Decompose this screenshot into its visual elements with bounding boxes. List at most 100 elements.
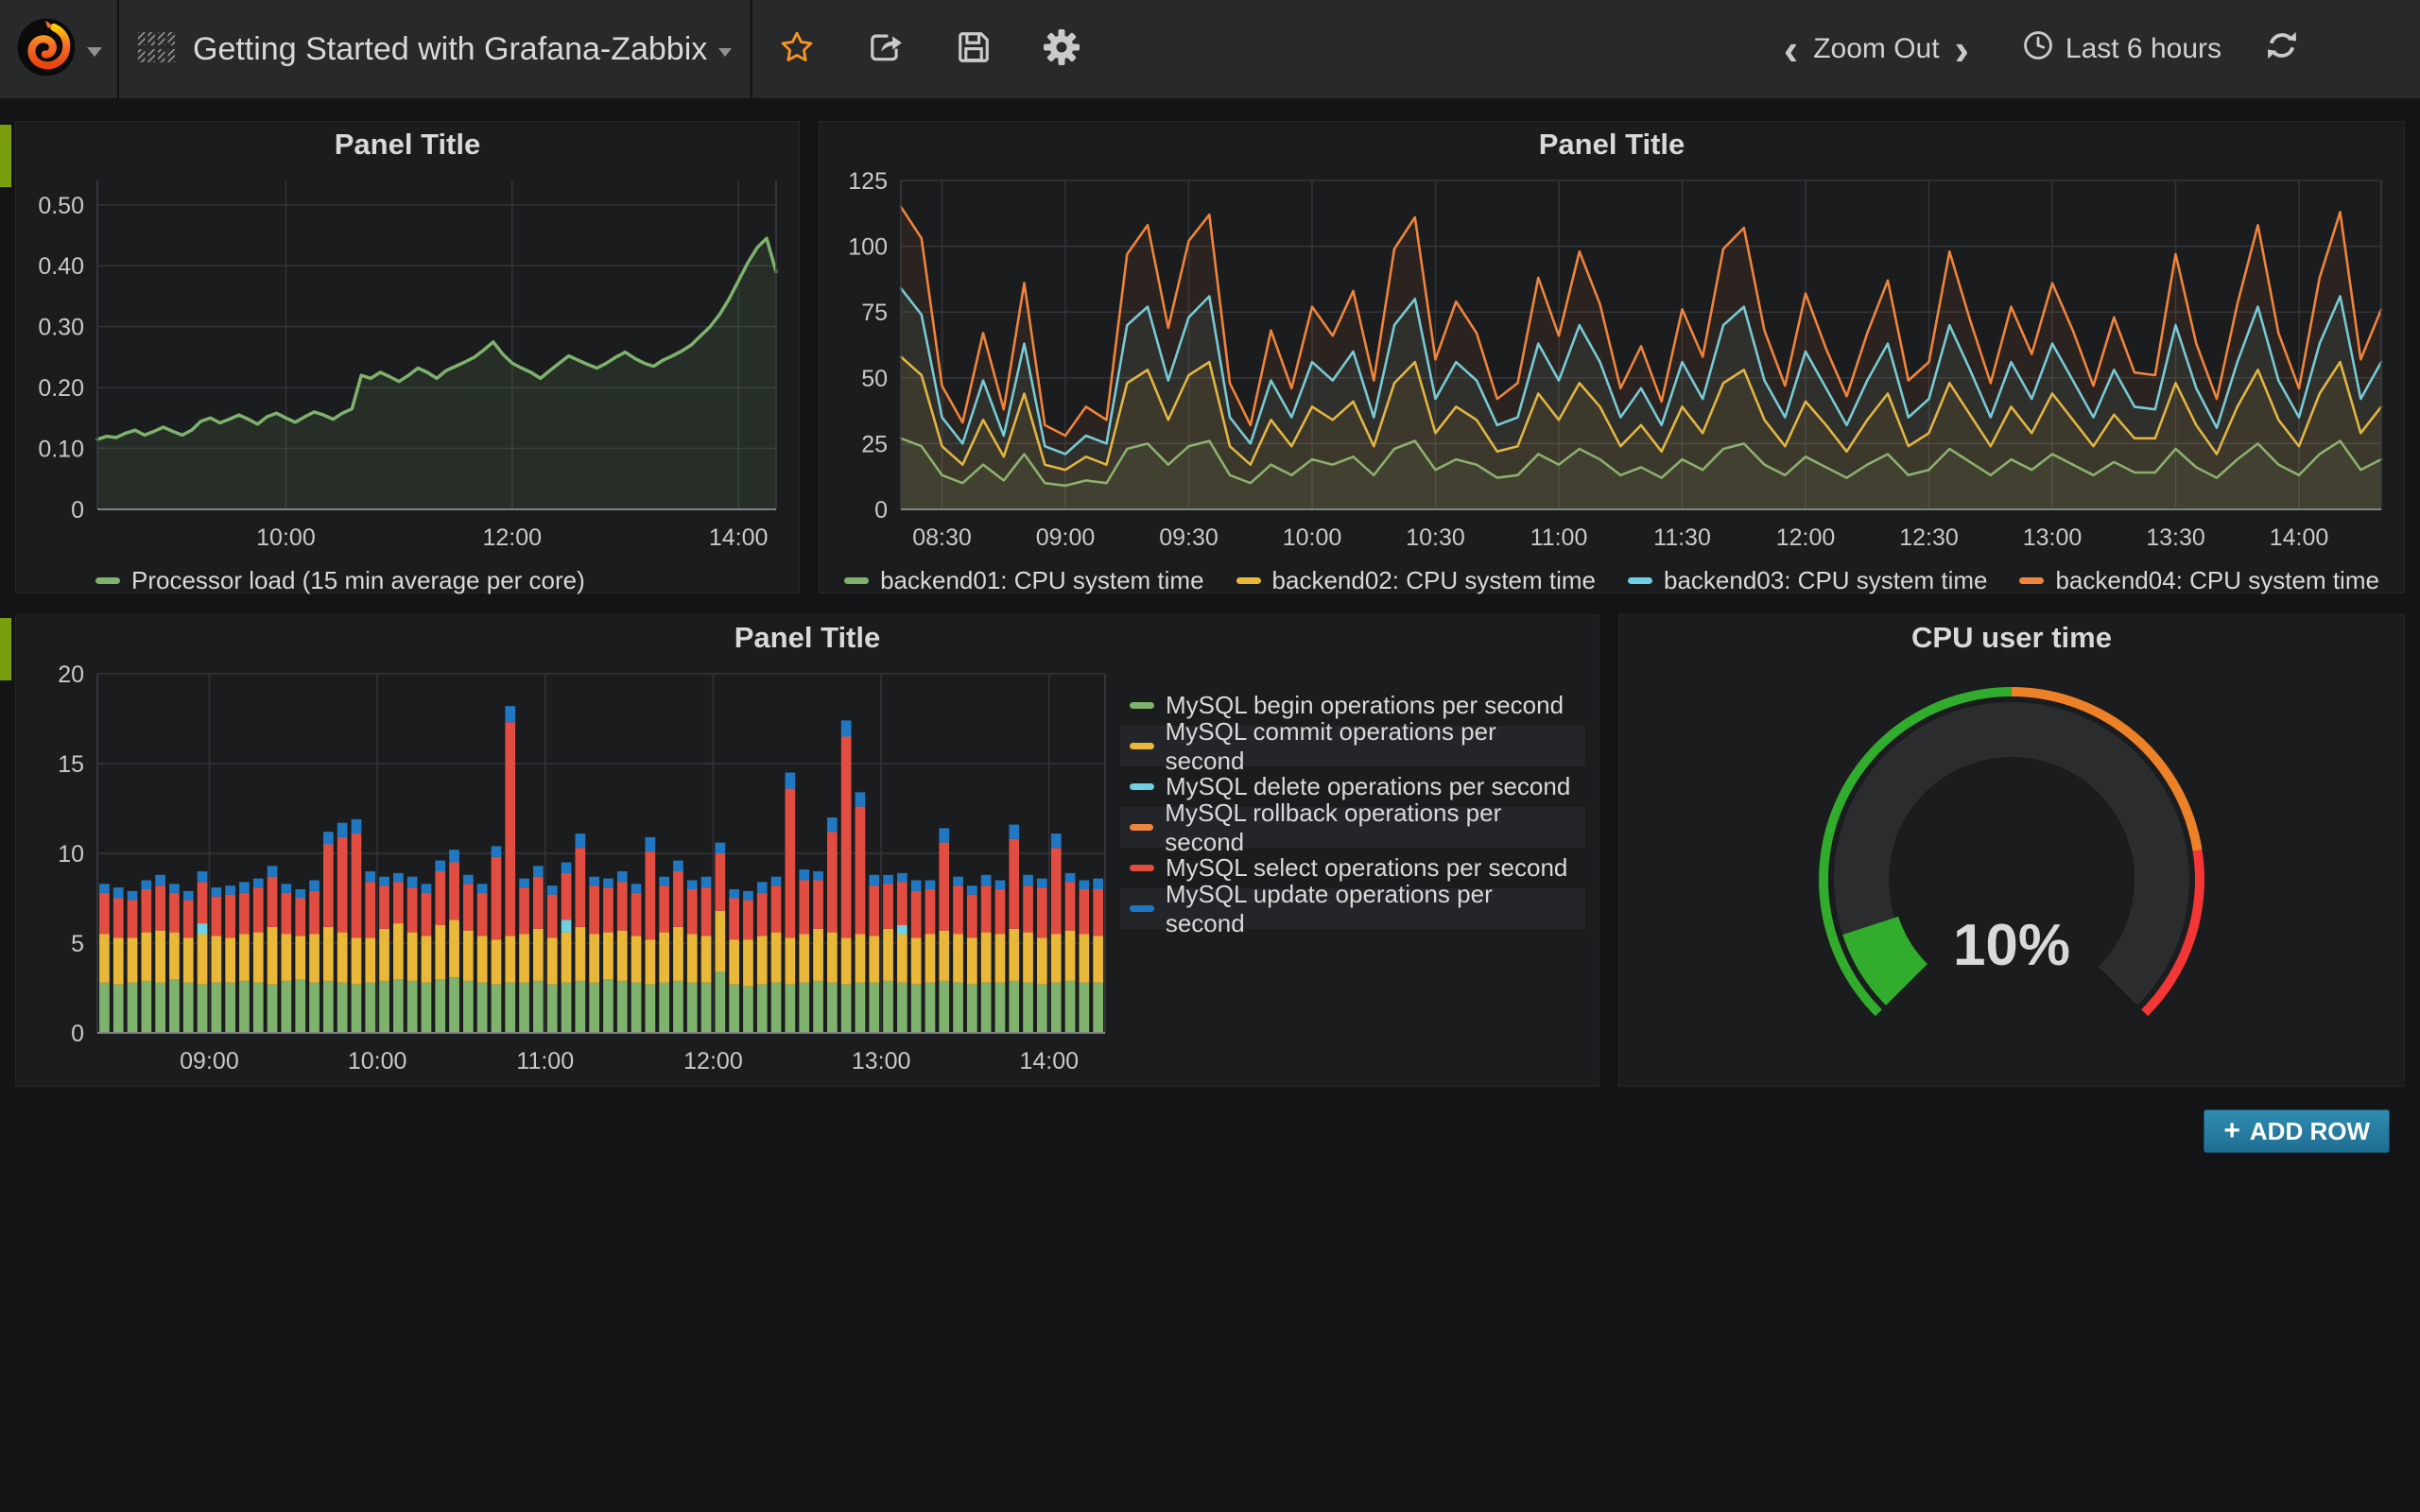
- svg-text:13:00: 13:00: [2023, 524, 2083, 551]
- legend-item[interactable]: Processor load (15 min average per core): [95, 566, 585, 595]
- chevron-down-icon: [87, 47, 102, 57]
- svg-text:10:00: 10:00: [1283, 524, 1342, 551]
- svg-text:5: 5: [71, 931, 84, 957]
- svg-text:10:00: 10:00: [256, 524, 316, 551]
- svg-text:125: 125: [848, 168, 888, 195]
- settings-button[interactable]: [1017, 0, 1106, 98]
- legend-item[interactable]: backend02: CPU system time: [1236, 566, 1596, 595]
- chart-legend: Processor load (15 min average per core): [24, 561, 791, 599]
- navbar: Getting Started with Grafana-Zabbix: [0, 0, 2420, 98]
- star-button[interactable]: [752, 0, 841, 98]
- legend-item[interactable]: MySQL delete operations per second: [1120, 766, 1585, 807]
- legend-label: MySQL select operations per second: [1166, 853, 1568, 882]
- svg-text:0.20: 0.20: [38, 375, 84, 402]
- chevron-down-icon: [718, 47, 733, 57]
- legend-label: MySQL delete operations per second: [1166, 772, 1571, 800]
- svg-text:0: 0: [71, 1021, 84, 1047]
- panel-cpu-user-time: CPU user time 10%: [1618, 614, 2405, 1087]
- time-controls: ‹ Zoom Out › Last 6 hours: [1769, 7, 2420, 92]
- plus-icon: +: [2223, 1115, 2240, 1146]
- legend-label: backend01: CPU system time: [880, 565, 1204, 594]
- legend-item[interactable]: backend04: CPU system time: [2019, 565, 2379, 595]
- row-handle[interactable]: [0, 618, 11, 680]
- share-button[interactable]: [841, 0, 930, 98]
- svg-text:15: 15: [58, 751, 84, 778]
- chart-legend: backend01: CPU system time backend02: CPU…: [827, 561, 2396, 599]
- svg-text:09:00: 09:00: [180, 1048, 239, 1074]
- legend-item[interactable]: MySQL begin operations per second: [1120, 685, 1585, 726]
- svg-text:10:30: 10:30: [1406, 524, 1465, 551]
- divider: [117, 0, 119, 98]
- legend-label: backend02: CPU system time: [1271, 565, 1596, 594]
- legend-label: backend03: CPU system time: [1664, 565, 1988, 594]
- add-row-button[interactable]: + ADD ROW: [2204, 1109, 2390, 1153]
- legend-color-dash: [1628, 576, 1652, 584]
- legend-item[interactable]: backend01: CPU system time: [844, 565, 1204, 595]
- panel-title[interactable]: Panel Title: [1538, 128, 1685, 161]
- svg-text:13:00: 13:00: [852, 1048, 911, 1074]
- svg-text:0: 0: [874, 497, 888, 524]
- legend-color-dash: [1130, 905, 1154, 912]
- grafana-logo-icon: [17, 18, 76, 81]
- grafana-menu-button[interactable]: [0, 0, 117, 98]
- dashboard-picker[interactable]: Getting Started with Grafana-Zabbix: [119, 0, 751, 98]
- cpu-system-time-chart[interactable]: 0 25 50 75 100 125 08:30 09:00 09:30 10:00 10:30 11…: [827, 167, 2396, 557]
- panel-title[interactable]: Panel Title: [334, 128, 481, 161]
- time-range-label: Last 6 hours: [2065, 33, 2221, 64]
- refresh-icon: [2265, 28, 2299, 70]
- svg-text:20: 20: [58, 662, 84, 688]
- svg-text:0: 0: [71, 497, 84, 524]
- panel-cpu-system-time: Panel Title 0 25 50 75 100 125 08:30 09:00 09:30…: [819, 121, 2405, 594]
- add-row-label: ADD ROW: [2249, 1116, 2370, 1145]
- legend-label: MySQL commit operations per second: [1165, 716, 1496, 775]
- time-forward-button[interactable]: ›: [1954, 25, 1969, 74]
- time-back-button[interactable]: ‹: [1783, 25, 1799, 74]
- svg-text:12:00: 12:00: [1776, 524, 1836, 551]
- legend-color-dash: [95, 576, 120, 584]
- row-handle[interactable]: [0, 125, 11, 187]
- divider: [751, 0, 753, 98]
- dashboard-title: Getting Started with Grafana-Zabbix: [193, 30, 708, 67]
- legend-color-dash: [1130, 824, 1154, 831]
- svg-text:10:00: 10:00: [348, 1048, 407, 1074]
- svg-text:75: 75: [861, 300, 888, 326]
- legend-color-dash: [2019, 576, 2045, 584]
- legend-color-dash: [1236, 576, 1261, 584]
- cpu-user-time-gauge[interactable]: 10%: [1627, 661, 2396, 1080]
- save-icon: [956, 29, 992, 70]
- save-button[interactable]: [930, 0, 1017, 98]
- mysql-operations-chart[interactable]: 0 5 10 15 20 09:00 10:00 11:00 12:00 13:00 14:00: [24, 661, 1120, 1080]
- svg-text:100: 100: [848, 234, 888, 261]
- legend-item[interactable]: MySQL select operations per second: [1120, 848, 1585, 888]
- svg-text:50: 50: [861, 366, 888, 392]
- svg-text:0.30: 0.30: [38, 315, 84, 341]
- dashboard-grid-icon: [138, 31, 178, 68]
- refresh-button[interactable]: [2265, 28, 2299, 70]
- processor-load-chart[interactable]: 0 0.10 0.20 0.30 0.40 0.50 10:00 12:00 14:00: [24, 167, 791, 557]
- legend-label: MySQL rollback operations per second: [1165, 798, 1502, 856]
- legend-color-dash: [1130, 783, 1154, 790]
- panel-title[interactable]: CPU user time: [1911, 621, 2112, 654]
- svg-text:10%: 10%: [1953, 913, 2070, 978]
- svg-text:14:00: 14:00: [1019, 1048, 1079, 1074]
- legend-label: MySQL begin operations per second: [1166, 691, 1564, 719]
- clock-icon: [2022, 29, 2066, 69]
- svg-text:09:00: 09:00: [1036, 524, 1096, 551]
- svg-text:10: 10: [58, 841, 84, 868]
- svg-text:12:30: 12:30: [1899, 524, 1959, 551]
- svg-text:12:00: 12:00: [683, 1048, 743, 1074]
- svg-text:11:00: 11:00: [1530, 524, 1588, 551]
- legend-item[interactable]: MySQL commit operations per second: [1120, 717, 1585, 775]
- panel-processor-load: Panel Title 0 0.10 0.20 0.30 0.40 0.50 10:00 12…: [15, 121, 800, 594]
- legend-item[interactable]: MySQL update operations per second: [1120, 880, 1585, 937]
- svg-text:13:30: 13:30: [2146, 524, 2205, 551]
- panel-title[interactable]: Panel Title: [734, 621, 881, 654]
- legend-item[interactable]: MySQL rollback operations per second: [1120, 799, 1585, 856]
- panel-mysql-operations: Panel Title 0 5 10 15 20 09:00 10:00 11:00 12:00…: [15, 614, 1599, 1087]
- zoom-out-button[interactable]: Zoom Out: [1813, 33, 1940, 64]
- legend-label: Processor load (15 min average per core): [131, 565, 585, 594]
- legend-label: backend04: CPU system time: [2055, 565, 2379, 594]
- legend-item[interactable]: backend03: CPU system time: [1628, 566, 1987, 595]
- time-range-picker[interactable]: Last 6 hours: [2022, 29, 2221, 69]
